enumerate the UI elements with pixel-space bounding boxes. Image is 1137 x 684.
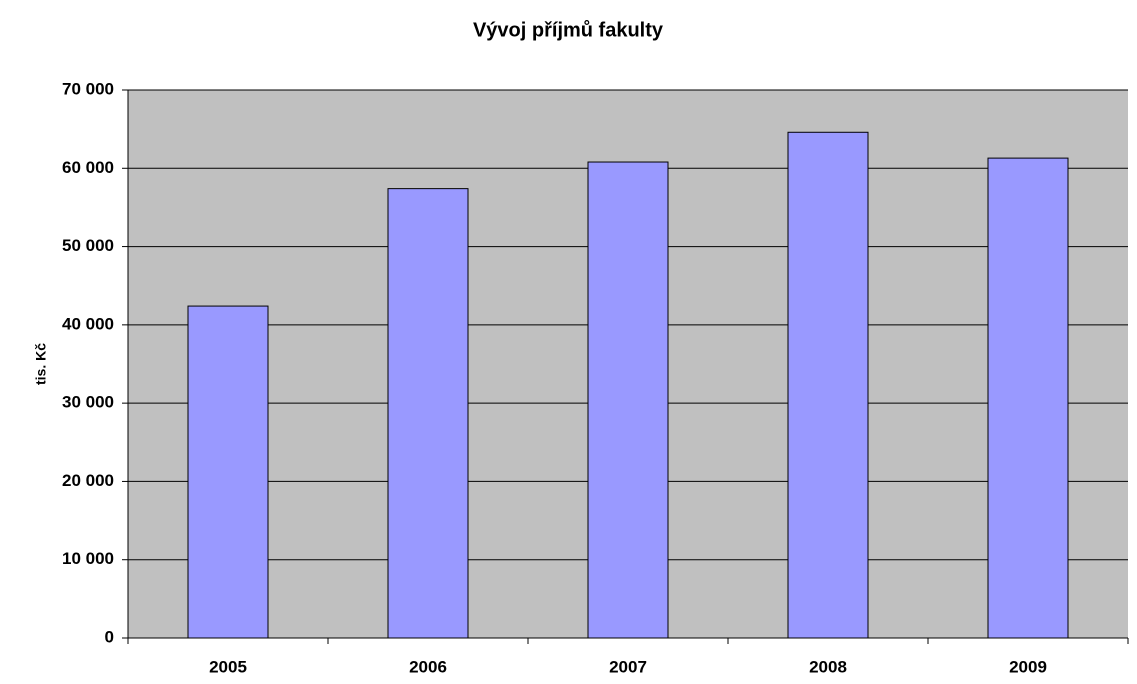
x-tick-label: 2008: [809, 657, 847, 676]
bar: [987, 157, 1069, 639]
y-tick-label: 20 000: [62, 471, 114, 490]
x-tick-label: 2005: [209, 657, 247, 676]
y-tick-label: 10 000: [62, 549, 114, 568]
chart-title: Vývoj příjmů fakulty: [473, 19, 664, 41]
x-tick-label: 2009: [1009, 657, 1047, 676]
x-tick-label: 2006: [409, 657, 447, 676]
x-tick-label: 2007: [609, 657, 647, 676]
bar: [387, 188, 469, 639]
y-tick-label: 60 000: [62, 158, 114, 177]
y-axis-label: tis. Kč: [33, 343, 49, 385]
y-tick-label: 30 000: [62, 393, 114, 412]
y-tick-label: 70 000: [62, 79, 114, 98]
bar: [187, 305, 269, 639]
y-tick-label: 0: [105, 627, 114, 646]
y-tick-label: 50 000: [62, 236, 114, 255]
y-tick-label: 40 000: [62, 314, 114, 333]
bar: [787, 131, 869, 639]
bar: [587, 161, 669, 639]
